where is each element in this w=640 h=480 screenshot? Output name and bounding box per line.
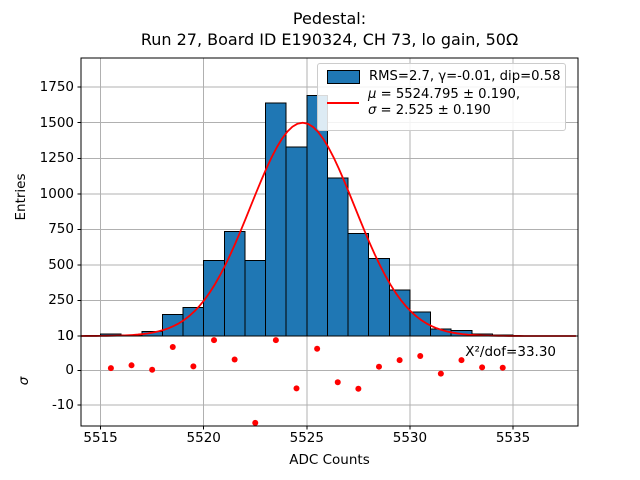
residual-point (375, 363, 382, 370)
residual-point (252, 419, 259, 426)
residual-point (355, 385, 362, 392)
legend: RMS=2.7, γ=-0.01, dip=0.58 μ = 5524.795 … (317, 63, 566, 131)
chart-title-line1: Pedestal: (292, 9, 367, 28)
residual-point (149, 366, 156, 373)
residual-point (334, 379, 341, 386)
y-tick-label-residual: 0 (65, 362, 74, 379)
residual-axes-spine (80, 335, 579, 427)
chart-title: Pedestal: Run 27, Board ID E190324, CH 7… (81, 8, 578, 50)
residual-point (417, 353, 424, 359)
legend-entry-fit: μ = 5524.795 ± 0.190, σ = 2.525 ± 0.190 (327, 87, 558, 118)
legend-rms-label: RMS=2.7, γ=-0.01, dip=0.58 (369, 69, 561, 84)
histogram-bar (285, 146, 308, 337)
residual-point (499, 364, 506, 371)
y-axis-label-sigma: σ (16, 376, 32, 386)
x-tick-label: 5525 (289, 430, 324, 446)
residual-point (396, 357, 403, 364)
y-tick-label-main: 1750 (39, 79, 74, 96)
residual-point (169, 344, 176, 351)
y-tick-label-residual: -10 (51, 396, 74, 413)
residual-point (458, 357, 465, 364)
residual-point (231, 356, 238, 363)
y-tick-label-main: 1250 (39, 150, 74, 167)
x-tick-label: 5530 (392, 430, 428, 446)
histogram-bar (388, 289, 411, 337)
mu-symbol: μ (368, 87, 377, 102)
histogram-bar (161, 314, 184, 337)
legend-fit-label: μ = 5524.795 ± 0.190, σ = 2.525 ± 0.190 (368, 87, 520, 118)
chi2-annotation: X²/dof=33.30 (465, 344, 556, 360)
y-tick-label-main: 500 (48, 256, 74, 273)
residual-point (107, 365, 114, 372)
residual-point (293, 385, 300, 392)
x-tick-label: 5520 (186, 430, 221, 446)
residual-point (190, 363, 197, 370)
histogram-bar (244, 260, 267, 337)
x-tick-label: 5535 (495, 430, 531, 446)
histogram-bar (223, 230, 246, 337)
mu-value: = 5524.795 ± 0.190, (376, 87, 521, 102)
y-tick-label-main: 1000 (39, 185, 74, 202)
y-axis-label-entries: Entries (13, 173, 29, 221)
histogram-bar (326, 177, 349, 337)
residual-point (437, 370, 444, 377)
residual-point (479, 364, 486, 371)
residual-point (272, 337, 279, 344)
y-tick-label-main: 750 (48, 221, 74, 238)
histogram-bar (368, 258, 390, 337)
residual-point (128, 362, 135, 369)
y-tick-label-residual: 10 (56, 328, 74, 344)
legend-histogram-swatch (327, 69, 360, 84)
legend-entry-histogram: RMS=2.7, γ=-0.01, dip=0.58 (327, 69, 561, 84)
histogram-bar (347, 233, 370, 337)
x-axis-label: ADC Counts (289, 452, 370, 468)
y-tick-label-main: 1500 (39, 114, 74, 131)
legend-fit-line-swatch (327, 101, 359, 104)
residual-point (211, 337, 218, 344)
y-tick-label-main: 0 (65, 328, 74, 344)
chart-title-line2: Run 27, Board ID E190324, CH 73, lo gain… (140, 30, 519, 49)
residual-point (314, 345, 321, 352)
legend-sigma-line: σ = 2.525 ± 0.190 (368, 103, 520, 119)
y-tick-label-main: 250 (48, 292, 74, 309)
legend-mu-line: μ = 5524.795 ± 0.190, (368, 87, 520, 103)
x-tick-label: 5515 (83, 430, 118, 446)
sigma-value: = 2.525 ± 0.190 (376, 102, 491, 118)
sigma-symbol: σ (368, 102, 377, 118)
